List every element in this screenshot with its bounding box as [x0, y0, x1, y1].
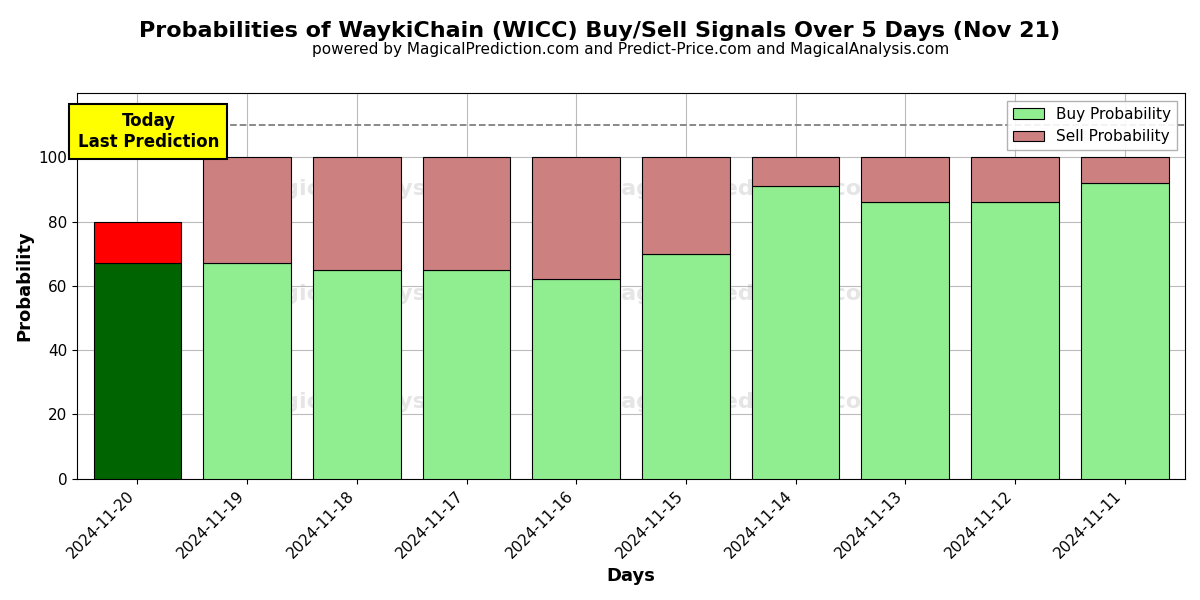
Bar [94, 263, 181, 479]
Bar [203, 157, 292, 263]
X-axis label: Days: Days [607, 567, 655, 585]
Bar [751, 157, 840, 186]
Y-axis label: Probability: Probability [14, 230, 32, 341]
Bar [862, 202, 949, 479]
Bar [533, 157, 620, 280]
Text: MagicalAnalysis.com: MagicalAnalysis.com [246, 179, 506, 199]
Legend: Buy Probability, Sell Probability: Buy Probability, Sell Probability [1007, 101, 1177, 151]
Bar [642, 254, 730, 479]
Bar [313, 270, 401, 479]
Bar [1081, 183, 1169, 479]
Bar [971, 202, 1058, 479]
Text: MagicalPrediction.com: MagicalPrediction.com [599, 179, 884, 199]
Text: Probabilities of WaykiChain (WICC) Buy/Sell Signals Over 5 Days (Nov 21): Probabilities of WaykiChain (WICC) Buy/S… [139, 21, 1061, 41]
Bar [971, 157, 1058, 202]
Bar [94, 221, 181, 263]
Text: MagicalAnalysis.com: MagicalAnalysis.com [246, 392, 506, 412]
Bar [313, 157, 401, 270]
Bar [422, 157, 510, 270]
Text: MagicalPrediction.com: MagicalPrediction.com [599, 284, 884, 304]
Text: Today
Last Prediction: Today Last Prediction [78, 112, 220, 151]
Title: powered by MagicalPrediction.com and Predict-Price.com and MagicalAnalysis.com: powered by MagicalPrediction.com and Pre… [312, 42, 949, 57]
Bar [203, 263, 292, 479]
Bar [1081, 157, 1169, 183]
Bar [862, 157, 949, 202]
Text: MagicalPrediction.com: MagicalPrediction.com [599, 392, 884, 412]
Bar [751, 186, 840, 479]
Bar [422, 270, 510, 479]
Bar [642, 157, 730, 254]
Text: MagicalAnalysis.com: MagicalAnalysis.com [246, 284, 506, 304]
Bar [533, 280, 620, 479]
